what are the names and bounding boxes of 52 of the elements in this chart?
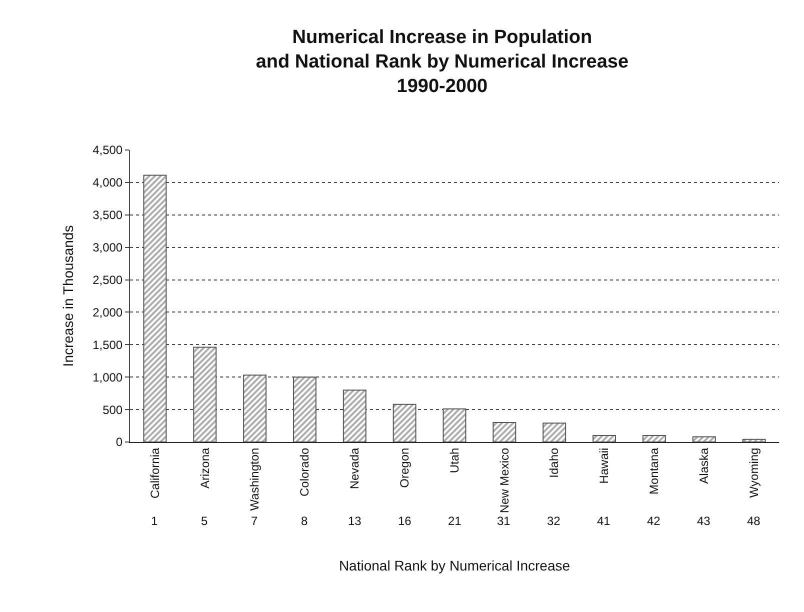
bar bbox=[392, 404, 416, 442]
bar bbox=[342, 390, 366, 442]
x-tick-label: Washington bbox=[248, 448, 262, 511]
text: 5 bbox=[201, 514, 208, 528]
x-tick-label: California bbox=[148, 447, 162, 499]
y-tick-label: 4,500 bbox=[92, 143, 123, 158]
bar bbox=[143, 174, 167, 442]
y-tick-label: 2,500 bbox=[92, 272, 123, 287]
text: 8 bbox=[301, 514, 308, 528]
y-tick-label: 0 bbox=[116, 435, 123, 450]
text: 32 bbox=[547, 514, 561, 528]
text: 21 bbox=[448, 514, 462, 528]
x-tick-label: Hawaii bbox=[597, 448, 612, 484]
y-tick-label: 500 bbox=[102, 402, 123, 417]
bar bbox=[592, 435, 616, 442]
x-tick-label: Nevada bbox=[348, 447, 362, 490]
x-tick-label: Alaska bbox=[697, 447, 712, 484]
text: 16 bbox=[398, 514, 412, 528]
x-tick-label: Oregon bbox=[397, 448, 412, 488]
y-tick-label: 2,000 bbox=[92, 305, 123, 320]
text: 1 bbox=[151, 514, 158, 528]
text: 41 bbox=[597, 514, 611, 528]
text: 31 bbox=[497, 514, 511, 528]
bar bbox=[492, 422, 516, 442]
bar bbox=[642, 435, 666, 442]
y-tick-label: 1,500 bbox=[92, 338, 123, 352]
text: 7 bbox=[251, 514, 258, 528]
x-tick-label: Utah bbox=[447, 448, 462, 474]
bar bbox=[692, 436, 716, 442]
x-tick-label: Montana bbox=[647, 447, 662, 495]
x-tick-label: Arizona bbox=[198, 447, 212, 488]
bar bbox=[742, 438, 766, 442]
x-tick-label: New Mexico bbox=[497, 447, 512, 514]
bar bbox=[542, 422, 566, 442]
text: 13 bbox=[348, 514, 362, 528]
y-tick-label: 3,000 bbox=[92, 240, 123, 255]
y-tick-label: 1,000 bbox=[92, 370, 123, 384]
chart-title: Numerical Increase in Population and National Rank by Numerical Increase 1990-2000 bbox=[256, 26, 629, 98]
y-tick-label: 4,000 bbox=[92, 176, 123, 190]
y-tick-label: 3,500 bbox=[92, 208, 123, 222]
y-axis-title: Increase in Thousands bbox=[60, 225, 76, 367]
text: 48 bbox=[747, 514, 761, 528]
text: 42 bbox=[647, 514, 661, 528]
bar bbox=[293, 376, 316, 442]
bar bbox=[442, 408, 466, 442]
x-axis-title: National Rank by Numerical Increase bbox=[338, 557, 570, 574]
x-tick-label: Colorado bbox=[298, 447, 312, 497]
x-tick-label: Idaho bbox=[547, 447, 562, 478]
x-tick-label: Wyoming bbox=[746, 448, 761, 498]
bar bbox=[193, 346, 217, 442]
bar bbox=[243, 374, 267, 442]
text: 43 bbox=[697, 514, 711, 528]
